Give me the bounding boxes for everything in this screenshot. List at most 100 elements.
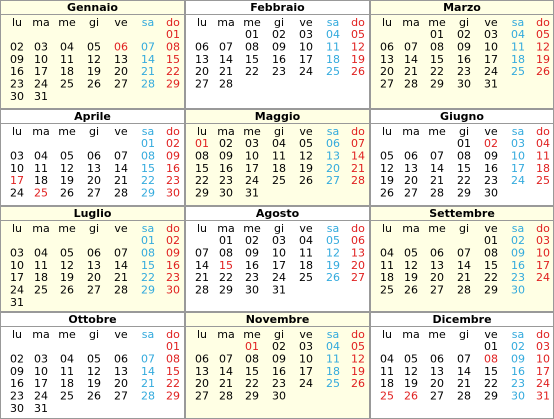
- day: 10: [536, 352, 550, 365]
- day: 11: [326, 352, 340, 365]
- day: 11: [60, 365, 74, 378]
- day: 20: [404, 174, 418, 187]
- day: 28: [457, 390, 471, 403]
- weekday-label: ma: [402, 125, 419, 138]
- day: 17: [10, 174, 24, 187]
- day: 27: [404, 187, 418, 200]
- weekday-label: ma: [217, 328, 234, 341]
- day: 30: [166, 187, 180, 200]
- day: 15: [195, 162, 209, 175]
- day: 19: [404, 377, 418, 390]
- day: 18: [34, 174, 48, 187]
- weekday-label: ma: [217, 16, 234, 29]
- day: 11: [536, 149, 550, 162]
- day: 21: [141, 65, 155, 78]
- day: 06: [114, 40, 128, 53]
- day: 01: [195, 137, 209, 150]
- day: 14: [141, 53, 155, 66]
- day: 05: [87, 40, 101, 53]
- day: 29: [219, 284, 233, 297]
- day: 02: [484, 137, 498, 150]
- day: 18: [60, 65, 74, 78]
- day: 24: [10, 187, 24, 200]
- day: 21: [457, 377, 471, 390]
- day: 28: [195, 284, 209, 297]
- day: 10: [34, 53, 48, 66]
- day: 07: [141, 352, 155, 365]
- day: 22: [457, 174, 471, 187]
- month: Aprile lu ma me gi ve sa do 01 02 03 04 05 06 07 08 09 10…: [0, 109, 185, 206]
- day: 20: [351, 259, 365, 272]
- month-title-bg: [0, 312, 185, 327]
- weekday-label: do: [166, 222, 180, 235]
- weekday-label: lu: [382, 222, 392, 235]
- day: 16: [219, 162, 233, 175]
- day: 06: [430, 246, 444, 259]
- day: 01: [219, 234, 233, 247]
- day: 23: [484, 174, 498, 187]
- day: 30: [10, 90, 24, 103]
- weekday-label: do: [166, 328, 180, 341]
- day: 31: [34, 402, 48, 415]
- day: 09: [219, 149, 233, 162]
- day: 06: [195, 40, 209, 53]
- day: 11: [272, 149, 286, 162]
- day: 13: [114, 365, 128, 378]
- day: 01: [430, 28, 444, 41]
- weekday-label: lu: [197, 222, 207, 235]
- weekday-label: me: [58, 328, 76, 341]
- day: 30: [484, 187, 498, 200]
- day: 18: [299, 259, 313, 272]
- day: 17: [299, 365, 313, 378]
- day: 09: [166, 246, 180, 259]
- day: 01: [141, 137, 155, 150]
- day: 08: [141, 149, 155, 162]
- day: 23: [245, 271, 259, 284]
- day: 10: [299, 40, 313, 53]
- day: 07: [219, 40, 233, 53]
- day: 24: [299, 65, 313, 78]
- day: 27: [114, 390, 128, 403]
- day: 13: [430, 365, 444, 378]
- day: 13: [380, 53, 394, 66]
- day: 15: [219, 259, 233, 272]
- day: 17: [34, 377, 48, 390]
- weekday-label: gi: [89, 125, 99, 138]
- weekday-label: me: [58, 16, 76, 29]
- day: 22: [166, 377, 180, 390]
- day: 22: [141, 271, 155, 284]
- weekday-label: do: [166, 16, 180, 29]
- weekday-label: ve: [114, 16, 128, 29]
- day: 09: [166, 149, 180, 162]
- weekday-label: lu: [382, 125, 392, 138]
- day: 04: [326, 340, 340, 353]
- day: 04: [380, 352, 394, 365]
- day: 31: [536, 390, 550, 403]
- month-title-bg: [0, 206, 185, 221]
- day: 20: [87, 174, 101, 187]
- day: 04: [380, 246, 394, 259]
- day: 22: [245, 65, 259, 78]
- weekday-label: gi: [89, 328, 99, 341]
- day: 06: [195, 352, 209, 365]
- day: 21: [141, 377, 155, 390]
- day: 31: [34, 90, 48, 103]
- day: 11: [60, 53, 74, 66]
- day: 14: [430, 162, 444, 175]
- day: 28: [351, 174, 365, 187]
- day: 24: [299, 377, 313, 390]
- day: 12: [351, 352, 365, 365]
- day: 13: [404, 162, 418, 175]
- day: 05: [60, 149, 74, 162]
- day: 11: [511, 40, 525, 53]
- weekday-label: gi: [89, 222, 99, 235]
- day: 27: [430, 390, 444, 403]
- day: 11: [326, 40, 340, 53]
- month-title: Gennaio: [67, 1, 118, 14]
- day: 26: [60, 187, 74, 200]
- day: 29: [166, 390, 180, 403]
- day: 07: [114, 149, 128, 162]
- day: 18: [380, 271, 394, 284]
- month: Maggio lu ma me gi ve sa do 01 02 03 04 05 06 07 08 09 10…: [185, 109, 370, 206]
